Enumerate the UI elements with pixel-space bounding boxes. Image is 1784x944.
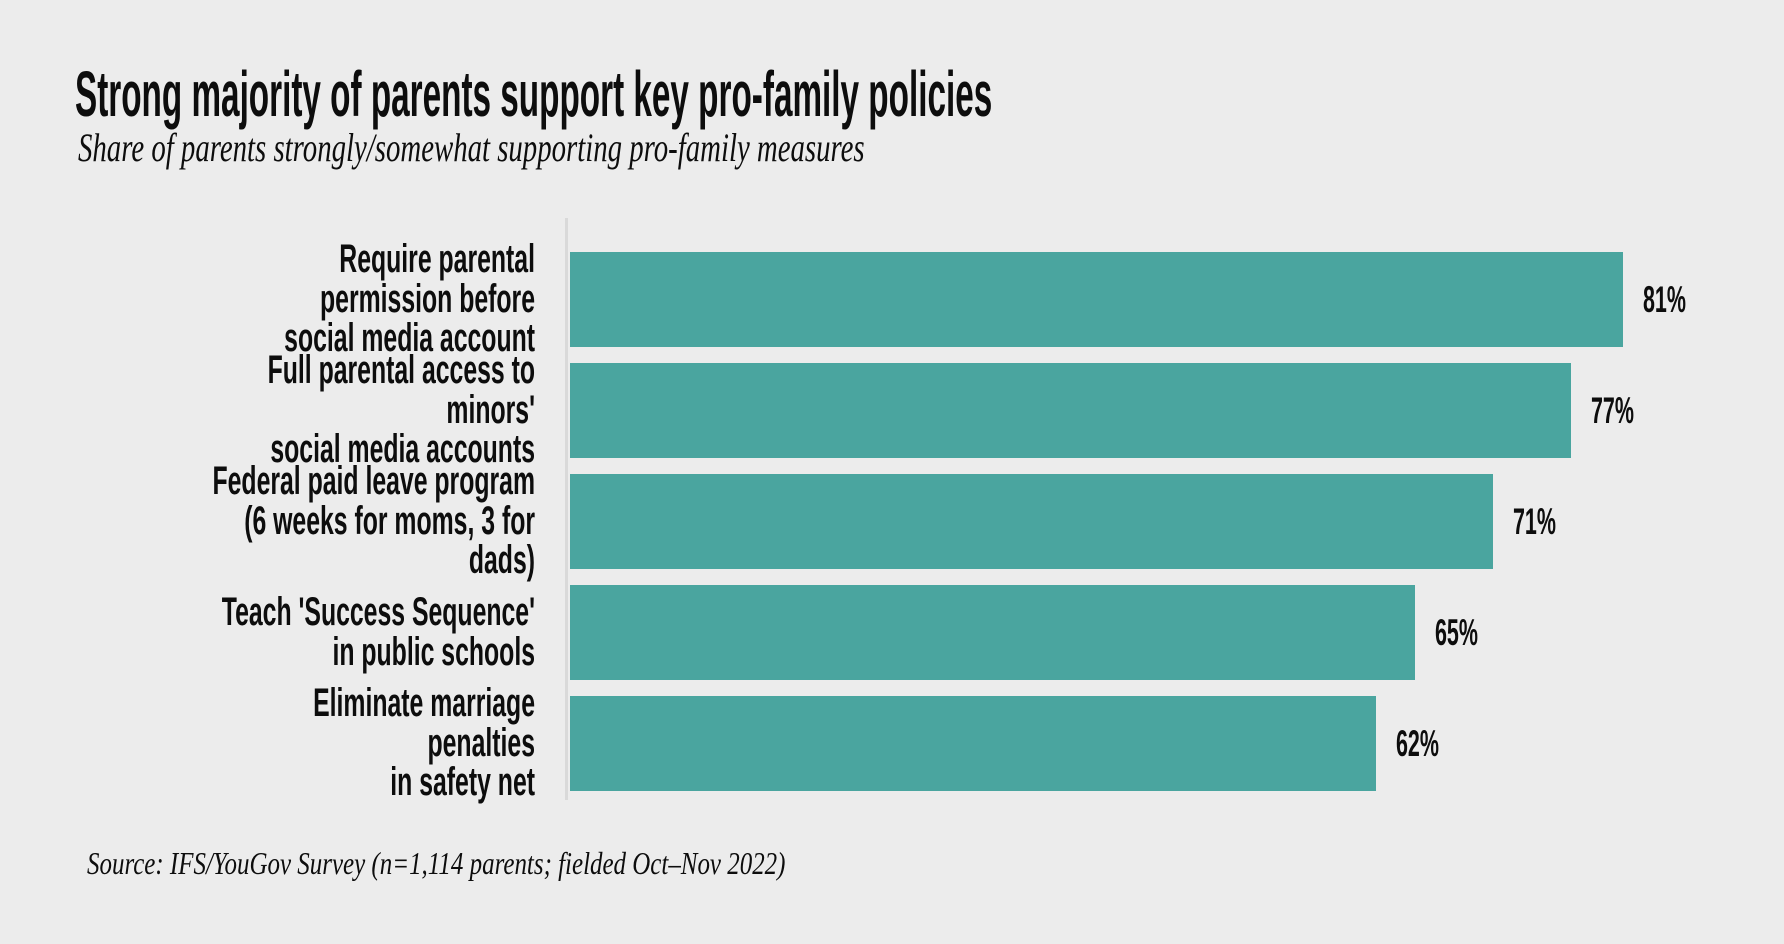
category-label-line: in public schools <box>332 629 535 674</box>
source-note: Source: IFS/YouGov Survey (n=1,114 paren… <box>87 845 786 881</box>
category-label-line: in safety net <box>390 760 535 805</box>
category-label-line: social media accounts <box>270 427 535 472</box>
bar-row: Teach 'Success Sequence' in public schoo… <box>0 577 1784 688</box>
page-subtitle: Share of parents strongly/somewhat suppo… <box>78 125 865 170</box>
bar-row: Full parental access to minors' social m… <box>0 350 1784 469</box>
value-label: 77% <box>1591 390 1634 431</box>
category-label-line: Teach 'Success Sequence' <box>221 590 535 634</box>
y-axis-line <box>565 218 568 800</box>
bar-rows: Require parental permission before socia… <box>0 239 1784 802</box>
category-label: Eliminate marriage penalties in safety n… <box>203 681 535 805</box>
category-label: Teach 'Success Sequence' in public schoo… <box>203 590 535 674</box>
bar <box>570 585 1415 680</box>
value-label: 81% <box>1643 279 1686 320</box>
category-label-line: Full parental access to minors' <box>267 348 535 432</box>
category-label: Require parental permission before socia… <box>203 237 535 361</box>
bar-row: Federal paid leave program (6 weeks for … <box>0 462 1784 581</box>
bar-row: Require parental permission before socia… <box>0 239 1784 358</box>
bar <box>570 474 1493 569</box>
bar <box>570 252 1623 347</box>
category-label: Federal paid leave program (6 weeks for … <box>203 462 535 581</box>
category-label-line: Federal paid leave program <box>212 459 535 504</box>
category-label-line: Eliminate marriage penalties <box>313 681 535 765</box>
bar-row: Eliminate marriage penalties in safety n… <box>0 683 1784 802</box>
bar <box>570 363 1571 458</box>
category-label-line: (6 weeks for moms, 3 for dads) <box>244 498 535 583</box>
category-label-line: Require parental permission before <box>320 237 535 321</box>
value-label: 65% <box>1435 612 1478 653</box>
bar-chart: Require parental permission before socia… <box>0 218 1784 802</box>
value-label: 62% <box>1396 723 1439 764</box>
value-label: 71% <box>1513 501 1556 542</box>
bar <box>570 696 1376 791</box>
category-label: Full parental access to minors' social m… <box>203 348 535 472</box>
category-label-line: social media account <box>284 316 535 361</box>
page-title: Strong majority of parents support key p… <box>75 58 993 130</box>
